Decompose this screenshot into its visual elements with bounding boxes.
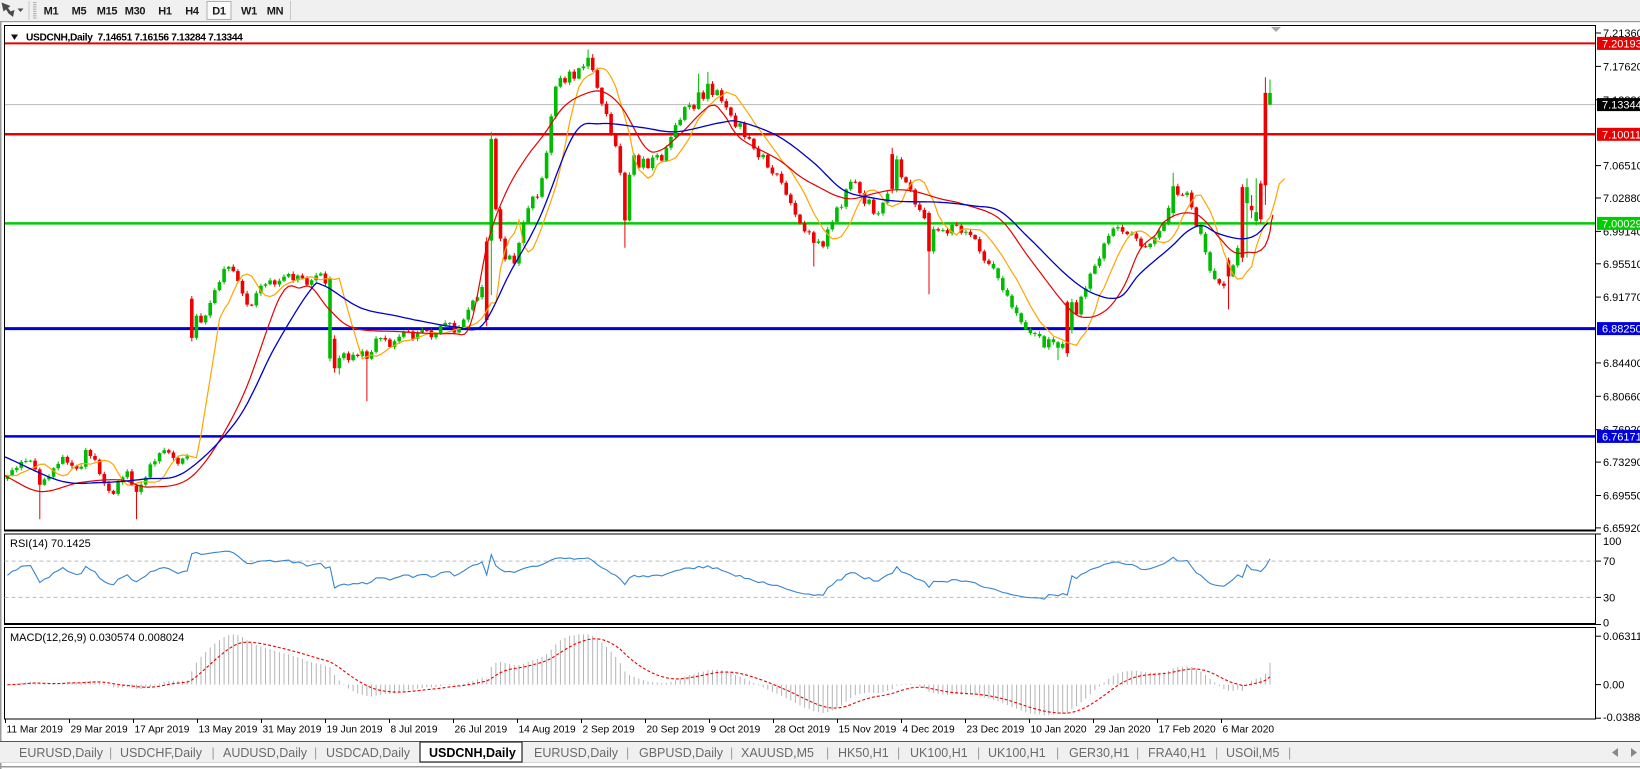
svg-text:0.00: 0.00 [1603,680,1624,692]
svg-text:6.91770: 6.91770 [1603,292,1640,304]
svg-text:|: | [1136,746,1139,760]
svg-text:2 Sep 2019: 2 Sep 2019 [583,725,635,736]
svg-text:|: | [1215,746,1218,760]
svg-text:6.80660: 6.80660 [1603,391,1640,403]
svg-text:7.20193: 7.20193 [1602,38,1640,50]
svg-text:30: 30 [1603,592,1615,604]
svg-text:11 Mar 2019: 11 Mar 2019 [7,725,64,736]
svg-text:|: | [730,746,733,760]
svg-text:100: 100 [1603,536,1621,548]
svg-text:EURUSD,Daily: EURUSD,Daily [19,746,104,760]
svg-text:M15: M15 [97,6,118,18]
svg-text:17 Apr 2019: 17 Apr 2019 [135,725,190,736]
svg-text:USDCNH,Daily 7.14651 7.16156: USDCNH,Daily 7.14651 7.16156 7.13284 7.1… [26,33,243,44]
svg-text:6.65920: 6.65920 [1603,523,1640,535]
svg-text:M1: M1 [44,6,59,18]
svg-text:29 Mar 2019: 29 Mar 2019 [71,725,129,736]
svg-text:UK100,H1: UK100,H1 [988,746,1046,760]
svg-text:6.73290: 6.73290 [1603,457,1640,469]
svg-text:8 Jul 2019: 8 Jul 2019 [391,725,438,736]
svg-text:9 Oct 2019: 9 Oct 2019 [711,725,761,736]
svg-text:13 May 2019: 13 May 2019 [199,725,258,736]
svg-text:31 May 2019: 31 May 2019 [263,725,322,736]
svg-text:6 Mar 2020: 6 Mar 2020 [1223,725,1275,736]
svg-text:|: | [977,746,980,760]
svg-text:H1: H1 [158,6,172,18]
svg-text:|: | [1056,746,1059,760]
svg-text:HK50,H1: HK50,H1 [838,746,889,760]
svg-text:15 Nov 2019: 15 Nov 2019 [839,725,897,736]
svg-text:H4: H4 [185,6,200,18]
svg-text:19 Jun 2019: 19 Jun 2019 [327,725,383,736]
svg-text:7.10011: 7.10011 [1602,129,1640,141]
svg-text:|: | [212,746,215,760]
svg-text:6.84400: 6.84400 [1603,358,1640,370]
svg-text:|: | [109,746,112,760]
svg-text:USDCNH,Daily: USDCNH,Daily [429,746,516,760]
svg-text:20 Sep 2019: 20 Sep 2019 [647,725,705,736]
svg-text:FRA40,H1: FRA40,H1 [1148,746,1206,760]
svg-text:17 Feb 2020: 17 Feb 2020 [1159,725,1217,736]
svg-text:XAUUSD,M5: XAUUSD,M5 [741,746,814,760]
svg-text:M30: M30 [125,6,146,18]
svg-text:M5: M5 [72,6,87,18]
svg-text:D1: D1 [212,6,226,18]
svg-text:0.063113: 0.063113 [1603,631,1640,643]
svg-text:70: 70 [1603,556,1615,568]
svg-text:23 Dec 2019: 23 Dec 2019 [967,725,1025,736]
svg-text:UK100,H1: UK100,H1 [910,746,968,760]
svg-text:26 Jul 2019: 26 Jul 2019 [455,725,508,736]
svg-text:6.69550: 6.69550 [1603,491,1640,503]
svg-text:RSI(14) 70.1425: RSI(14) 70.1425 [10,538,91,550]
svg-text:6.76171: 6.76171 [1602,431,1640,443]
svg-text:MACD(12,26,9) 0.030574 0.00802: MACD(12,26,9) 0.030574 0.008024 [10,632,184,644]
svg-text:7.00029: 7.00029 [1602,218,1640,230]
svg-text:|: | [1288,746,1291,760]
svg-text:10 Jan 2020: 10 Jan 2020 [1031,725,1087,736]
svg-text:0: 0 [1603,618,1609,630]
svg-text:|: | [314,746,317,760]
svg-text:14 Aug 2019: 14 Aug 2019 [519,725,577,736]
svg-text:GER30,H1: GER30,H1 [1069,746,1129,760]
svg-text:USDCHF,Daily: USDCHF,Daily [120,746,203,760]
svg-text:GBPUSD,Daily: GBPUSD,Daily [639,746,724,760]
svg-text:|: | [826,746,829,760]
svg-text:W1: W1 [241,6,257,18]
svg-text:7.17620: 7.17620 [1603,61,1640,73]
svg-text:4 Dec 2019: 4 Dec 2019 [903,725,955,736]
svg-text:USOil,M5: USOil,M5 [1226,746,1280,760]
svg-text:6.95510: 6.95510 [1603,259,1640,271]
svg-text:MN: MN [267,6,284,18]
svg-text:7.13344: 7.13344 [1602,100,1640,112]
svg-text:AUDUSD,Daily: AUDUSD,Daily [223,746,308,760]
svg-text:|: | [897,746,900,760]
svg-text:7.06510: 7.06510 [1603,161,1640,173]
svg-text:28 Oct 2019: 28 Oct 2019 [775,725,831,736]
svg-text:EURUSD,Daily: EURUSD,Daily [534,746,619,760]
svg-text:-0.038872: -0.038872 [1603,712,1640,724]
svg-text:7.02880: 7.02880 [1603,193,1640,205]
svg-text:29 Jan 2020: 29 Jan 2020 [1095,725,1151,736]
svg-text:USDCAD,Daily: USDCAD,Daily [326,746,411,760]
svg-text:|: | [626,746,629,760]
svg-text:6.88250: 6.88250 [1602,324,1640,336]
